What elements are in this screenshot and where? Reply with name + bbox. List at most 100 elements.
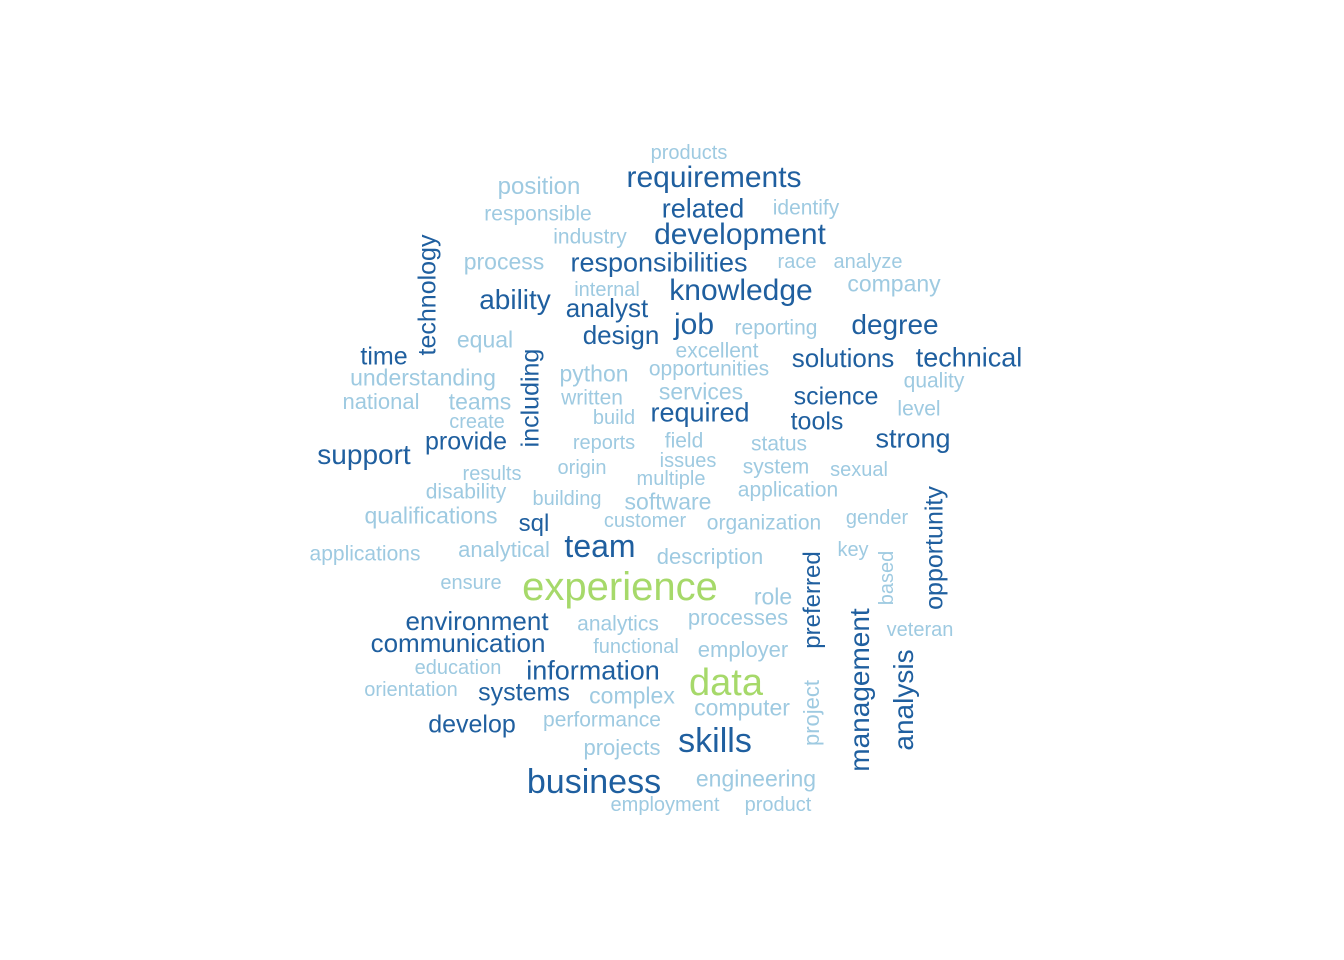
word-opportunity: opportunity bbox=[920, 486, 949, 610]
word-education: education bbox=[414, 657, 502, 679]
word-create: create bbox=[449, 411, 505, 433]
word-description: description bbox=[656, 544, 764, 569]
word-equal: equal bbox=[456, 326, 514, 353]
word-orientation: orientation bbox=[364, 679, 458, 701]
word-opportunities: opportunities bbox=[648, 357, 770, 381]
word-applications: applications bbox=[309, 542, 421, 566]
word-reports: reports bbox=[572, 432, 636, 454]
word-support: support bbox=[317, 439, 411, 470]
word-communication: communication bbox=[370, 628, 546, 658]
word-company: company bbox=[847, 270, 941, 297]
word-disability: disability bbox=[425, 480, 507, 504]
word-excellent: excellent bbox=[675, 339, 759, 363]
word-tools: tools bbox=[790, 407, 844, 436]
word-analyze: analyze bbox=[833, 251, 903, 273]
word-employer: employer bbox=[697, 637, 789, 662]
word-analyst: analyst bbox=[565, 293, 649, 323]
word-development: development bbox=[654, 218, 826, 251]
word-computer: computer bbox=[694, 694, 790, 721]
word-systems: systems bbox=[478, 678, 570, 707]
word-application: application bbox=[737, 478, 839, 502]
word-project: project bbox=[799, 679, 824, 747]
word-sexual: sexual bbox=[830, 459, 888, 481]
word-multiple: multiple bbox=[636, 468, 706, 490]
word-science: science bbox=[793, 382, 879, 411]
word-role: role bbox=[753, 583, 793, 610]
word-product: product bbox=[744, 794, 812, 816]
word-analysis: analysis bbox=[888, 649, 919, 751]
word-technology: technology bbox=[413, 234, 442, 356]
word-building: building bbox=[532, 488, 602, 510]
word-time: time bbox=[360, 342, 408, 371]
word-services: services bbox=[658, 378, 744, 405]
word-system: system bbox=[742, 455, 810, 479]
word-build: build bbox=[592, 407, 636, 429]
word-business: business bbox=[526, 763, 662, 801]
word-customer: customer bbox=[603, 510, 687, 532]
word-analytical: analytical bbox=[458, 537, 550, 562]
word-industry: industry bbox=[553, 225, 627, 249]
word-ability: ability bbox=[479, 284, 551, 315]
word-required: required bbox=[650, 397, 750, 428]
word-complex: complex bbox=[589, 682, 675, 709]
word-data: data bbox=[689, 662, 763, 704]
word-quality: quality bbox=[903, 369, 965, 393]
word-ensure: ensure bbox=[440, 572, 502, 594]
word-analytics: analytics bbox=[577, 612, 659, 636]
word-process: process bbox=[463, 248, 545, 275]
word-responsibilities: responsibilities bbox=[570, 247, 748, 278]
word-gender: gender bbox=[845, 507, 909, 529]
word-solutions: solutions bbox=[791, 343, 895, 373]
word-team: team bbox=[564, 528, 636, 564]
word-national: national bbox=[342, 389, 420, 414]
word-veteran: veteran bbox=[886, 619, 954, 641]
word-engineering: engineering bbox=[695, 765, 817, 792]
word-organization: organization bbox=[706, 511, 822, 535]
word-position: position bbox=[497, 173, 581, 200]
word-reporting: reporting bbox=[734, 316, 818, 340]
word-products: products bbox=[650, 142, 728, 164]
word-information: information bbox=[526, 655, 660, 686]
word-design: design bbox=[582, 320, 660, 350]
word-identify: identify bbox=[772, 196, 840, 220]
word-strong: strong bbox=[875, 423, 951, 454]
word-responsible: responsible bbox=[484, 202, 592, 226]
word-knowledge: knowledge bbox=[669, 274, 813, 307]
word-origin: origin bbox=[557, 457, 607, 479]
word-field: field bbox=[664, 429, 704, 453]
word-technical: technical bbox=[915, 342, 1023, 373]
word-preferred: preferred bbox=[799, 551, 826, 649]
word-level: level bbox=[897, 397, 941, 421]
word-race: race bbox=[777, 251, 817, 273]
word-written: written bbox=[561, 386, 623, 410]
word-python: python bbox=[559, 360, 629, 387]
word-software: software bbox=[624, 488, 712, 515]
word-degree: degree bbox=[851, 309, 939, 340]
word-internal: internal bbox=[574, 279, 640, 301]
word-related: related bbox=[661, 193, 745, 224]
word-issues: issues bbox=[659, 450, 717, 472]
word-requirements: requirements bbox=[626, 161, 802, 194]
word-management: management bbox=[844, 608, 875, 772]
word-environment: environment bbox=[405, 606, 549, 636]
word-projects: projects bbox=[583, 735, 661, 760]
word-teams: teams bbox=[448, 388, 512, 415]
word-status: status bbox=[750, 432, 808, 456]
word-job: job bbox=[673, 308, 715, 341]
word-provide: provide bbox=[425, 427, 507, 456]
word-key: key bbox=[837, 539, 869, 561]
word-experience: experience bbox=[522, 565, 718, 609]
word-functional: functional bbox=[593, 636, 679, 658]
word-develop: develop bbox=[428, 710, 516, 739]
word-sql: sql bbox=[518, 510, 550, 537]
word-qualifications: qualifications bbox=[364, 502, 498, 529]
word-performance: performance bbox=[543, 708, 661, 732]
word-skills: skills bbox=[678, 722, 752, 760]
word-processes: processes bbox=[687, 605, 789, 630]
word-based: based bbox=[876, 550, 898, 606]
word-employment: employment bbox=[610, 794, 720, 816]
word-including: including bbox=[516, 348, 545, 448]
word-results: results bbox=[462, 463, 522, 485]
word-understanding: understanding bbox=[350, 364, 496, 391]
